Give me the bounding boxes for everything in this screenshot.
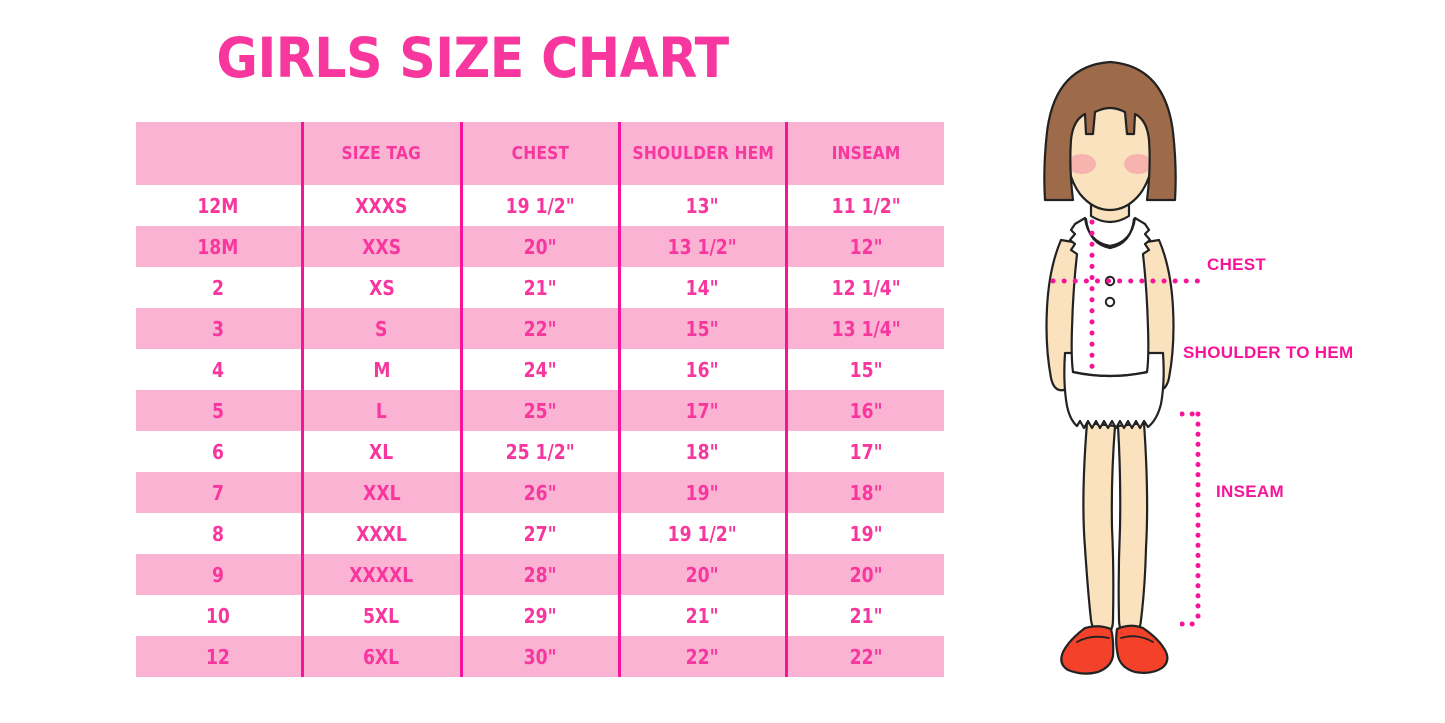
table-cell-size: 3 bbox=[136, 308, 302, 349]
measure-label-shoulder-to-hem: SHOULDER TO HEM bbox=[1183, 343, 1354, 362]
column-header-size bbox=[136, 122, 302, 185]
table-cell-inseam: 18" bbox=[784, 472, 944, 513]
table-cell-size: 2 bbox=[136, 267, 302, 308]
table-cell-chest: 21" bbox=[459, 267, 619, 308]
column-header-shoulder-hem: SHOULDER HEM bbox=[617, 122, 786, 185]
table-cell-inseam: 19" bbox=[784, 513, 944, 554]
table-cell-shoulder-hem: 16" bbox=[617, 349, 786, 390]
table-row: 9 XXXXL 28" 20" 20" bbox=[136, 554, 944, 595]
table-cell-size: 8 bbox=[136, 513, 302, 554]
table-cell-inseam: 13 1/4" bbox=[784, 308, 944, 349]
table-row: 12M XXXS 19 1/2" 13" 11 1/2" bbox=[136, 185, 944, 226]
table-cell-size-tag: XXL bbox=[300, 472, 461, 513]
table-cell-shoulder-hem: 14" bbox=[617, 267, 786, 308]
table-cell-size-tag: S bbox=[300, 308, 461, 349]
column-header-size-tag: SIZE TAG bbox=[300, 122, 461, 185]
table-cell-chest: 24" bbox=[459, 349, 619, 390]
table-cell-size: 10 bbox=[136, 595, 302, 636]
table-cell-size: 9 bbox=[136, 554, 302, 595]
table-row: 8 XXXL 27" 19 1/2" 19" bbox=[136, 513, 944, 554]
table-cell-shoulder-hem: 17" bbox=[617, 390, 786, 431]
table-cell-inseam: 22" bbox=[784, 636, 944, 677]
table-body: 12M XXXS 19 1/2" 13" 11 1/2" 18M XXS 20" 13 1/2"… bbox=[136, 185, 944, 677]
table-cell-size: 5 bbox=[136, 390, 302, 431]
table-cell-chest: 26" bbox=[459, 472, 619, 513]
table-row: 7 XXL 26" 19" 18" bbox=[136, 472, 944, 513]
table-header-row: SIZE TAG CHEST SHOULDER HEM INSEAM bbox=[136, 122, 944, 185]
table-cell-size-tag: M bbox=[300, 349, 461, 390]
table-row: 6 XL 25 1/2" 18" 17" bbox=[136, 431, 944, 472]
table-cell-size: 6 bbox=[136, 431, 302, 472]
table-cell-size-tag: XL bbox=[300, 431, 461, 472]
table-cell-shoulder-hem: 21" bbox=[617, 595, 786, 636]
page-title: GIRLS SIZE CHART bbox=[216, 26, 729, 90]
column-header-chest: CHEST bbox=[459, 122, 619, 185]
table-cell-shoulder-hem: 20" bbox=[617, 554, 786, 595]
table-cell-shoulder-hem: 19" bbox=[617, 472, 786, 513]
size-chart-table: SIZE TAG CHEST SHOULDER HEM INSEAM 12M XX… bbox=[136, 122, 944, 677]
table-cell-chest: 29" bbox=[459, 595, 619, 636]
table-cell-size: 7 bbox=[136, 472, 302, 513]
table-cell-size: 12 bbox=[136, 636, 302, 677]
inseam-measure-bracket bbox=[1179, 408, 1216, 630]
girl-figure-illustration bbox=[985, 28, 1235, 678]
table-cell-size-tag: XXXS bbox=[300, 185, 461, 226]
table-cell-chest: 28" bbox=[459, 554, 619, 595]
table-cell-inseam: 21" bbox=[784, 595, 944, 636]
table-cell-size: 12M bbox=[136, 185, 302, 226]
table-cell-size-tag: XXXL bbox=[300, 513, 461, 554]
table-cell-inseam: 20" bbox=[784, 554, 944, 595]
table-cell-chest: 19 1/2" bbox=[459, 185, 619, 226]
table-cell-shoulder-hem: 13 1/2" bbox=[617, 226, 786, 267]
table-cell-shoulder-hem: 13" bbox=[617, 185, 786, 226]
table-row: 18M XXS 20" 13 1/2" 12" bbox=[136, 226, 944, 267]
table-cell-inseam: 11 1/2" bbox=[784, 185, 944, 226]
column-header-inseam: INSEAM bbox=[784, 122, 944, 185]
table-cell-chest: 22" bbox=[459, 308, 619, 349]
table-cell-inseam: 12" bbox=[784, 226, 944, 267]
measure-label-inseam: INSEAM bbox=[1216, 482, 1284, 501]
table-cell-inseam: 12 1/4" bbox=[784, 267, 944, 308]
table-cell-size-tag: 5XL bbox=[300, 595, 461, 636]
size-chart-table-container: SIZE TAG CHEST SHOULDER HEM INSEAM 12M XX… bbox=[136, 122, 944, 677]
table-cell-chest: 25 1/2" bbox=[459, 431, 619, 472]
table-row: 3 S 22" 15" 13 1/4" bbox=[136, 308, 944, 349]
table-cell-size-tag: XXS bbox=[300, 226, 461, 267]
table-row: 5 L 25" 17" 16" bbox=[136, 390, 944, 431]
table-cell-size-tag: 6XL bbox=[300, 636, 461, 677]
table-cell-inseam: 17" bbox=[784, 431, 944, 472]
table-cell-shoulder-hem: 22" bbox=[617, 636, 786, 677]
table-cell-size-tag: L bbox=[300, 390, 461, 431]
table-cell-inseam: 15" bbox=[784, 349, 944, 390]
table-cell-chest: 27" bbox=[459, 513, 619, 554]
table-cell-size: 4 bbox=[136, 349, 302, 390]
table-cell-inseam: 16" bbox=[784, 390, 944, 431]
table-cell-shoulder-hem: 15" bbox=[617, 308, 786, 349]
table-row: 2 XS 21" 14" 12 1/4" bbox=[136, 267, 944, 308]
table-cell-chest: 25" bbox=[459, 390, 619, 431]
table-row: 10 5XL 29" 21" 21" bbox=[136, 595, 944, 636]
table-cell-size-tag: XS bbox=[300, 267, 461, 308]
table-cell-chest: 20" bbox=[459, 226, 619, 267]
table-row: 4 M 24" 16" 15" bbox=[136, 349, 944, 390]
table-cell-shoulder-hem: 18" bbox=[617, 431, 786, 472]
table-header: SIZE TAG CHEST SHOULDER HEM INSEAM bbox=[136, 122, 944, 185]
table-cell-shoulder-hem: 19 1/2" bbox=[617, 513, 786, 554]
table-cell-size: 18M bbox=[136, 226, 302, 267]
table-cell-chest: 30" bbox=[459, 636, 619, 677]
measure-label-chest: CHEST bbox=[1207, 255, 1267, 274]
table-row: 12 6XL 30" 22" 22" bbox=[136, 636, 944, 677]
table-cell-size-tag: XXXXL bbox=[300, 554, 461, 595]
